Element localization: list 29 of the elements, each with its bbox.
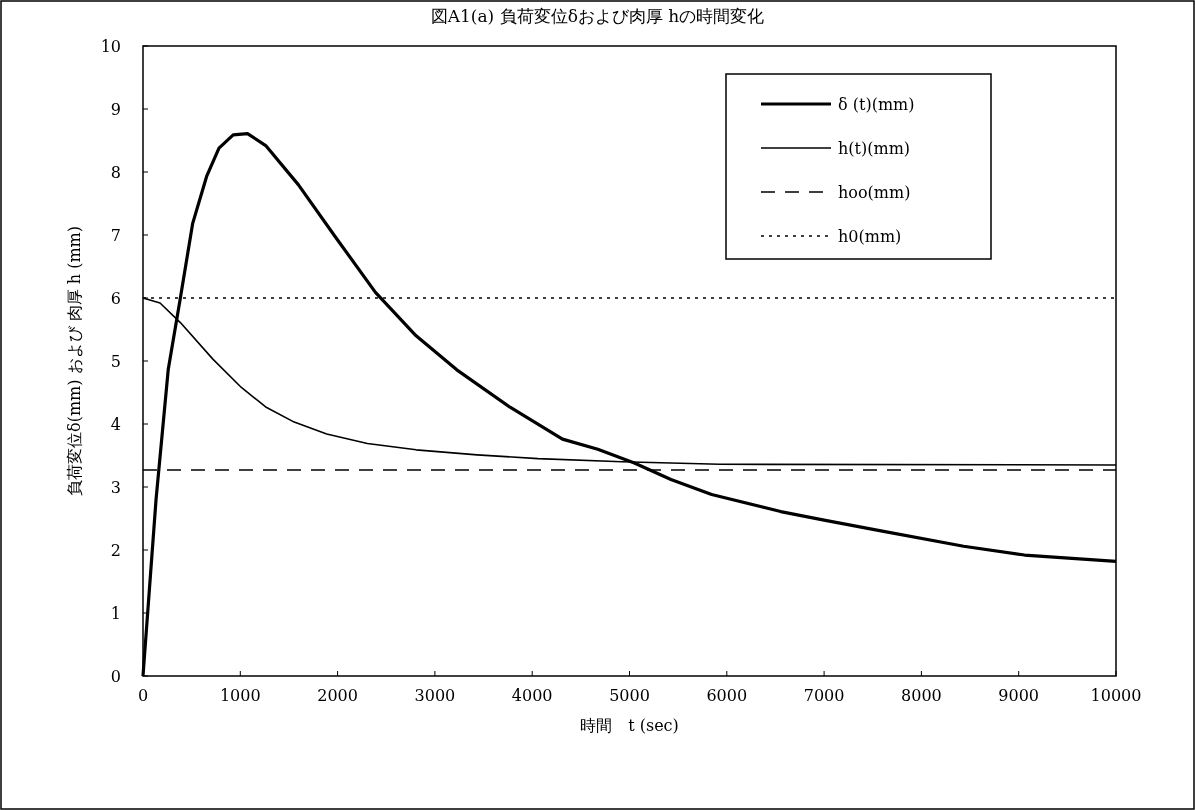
y-tick-label: 6	[110, 289, 121, 308]
legend-label: hoo(mm)	[838, 183, 911, 202]
x-tick-label: 1000	[219, 686, 261, 705]
x-tick-label: 4000	[511, 686, 553, 705]
x-tick-label: 2000	[317, 686, 358, 705]
x-tick-label: 7000	[803, 686, 845, 705]
x-axis-title: 時間 t (sec)	[580, 716, 679, 735]
x-tick-label: 6000	[706, 686, 748, 705]
y-tick-label: 8	[110, 163, 121, 182]
x-tick-label: 0	[137, 686, 149, 705]
y-tick-label: 2	[110, 541, 121, 560]
x-tick-label: 10000	[1090, 686, 1142, 705]
chart-title: 図A1(a) 負荷変位δおよび肉厚 hの時間変化	[430, 6, 765, 26]
legend-label: δ (t)(mm)	[838, 95, 915, 114]
y-tick-label: 7	[110, 226, 121, 245]
y-tick-label: 9	[110, 100, 121, 119]
y-tick-label: 5	[110, 352, 121, 371]
legend-label: h0(mm)	[838, 227, 902, 246]
y-tick-label: 10	[100, 37, 121, 56]
legend-label: h(t)(mm)	[838, 139, 911, 158]
x-tick-label: 3000	[414, 686, 456, 705]
x-tick-label: 5000	[609, 686, 650, 705]
x-tick-label: 8000	[901, 686, 942, 705]
y-tick-label: 4	[110, 415, 121, 434]
x-tick-label: 9000	[998, 686, 1040, 705]
y-tick-label: 1	[110, 604, 121, 623]
y-axis-title: 負荷変位δ(mm) および 肉厚 h (mm)	[65, 226, 84, 496]
y-tick-label: 3	[110, 478, 121, 497]
y-tick-label: 0	[110, 667, 121, 686]
